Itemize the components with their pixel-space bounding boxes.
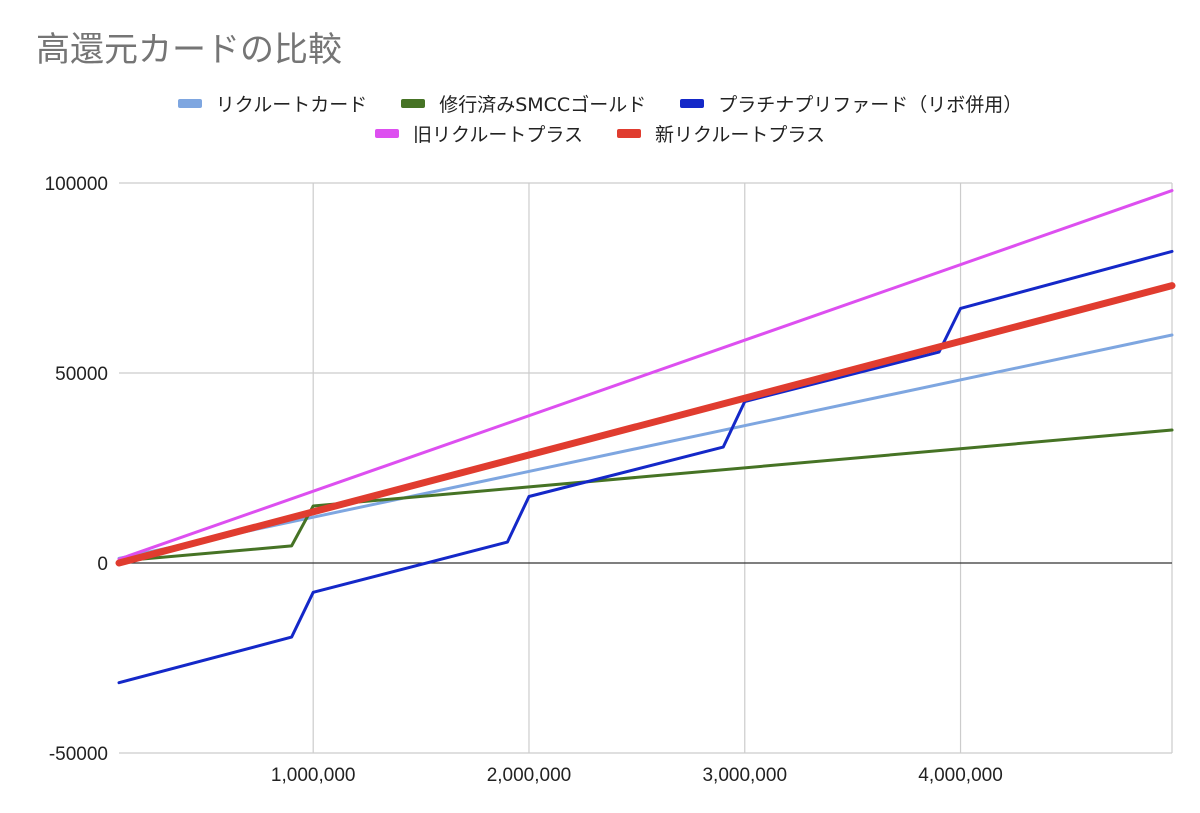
- legend-item-recruit-card[interactable]: リクルートカード: [177, 90, 368, 117]
- x-tick-label-1: 2,000,000: [487, 765, 572, 786]
- legend-label-recruit-card: リクルートカード: [215, 94, 368, 116]
- legend-label-new-recruit-plus: 新リクルートプラス: [655, 124, 826, 146]
- series-line-0: [117, 333, 1174, 560]
- chart-title: 高還元カードの比較: [36, 30, 342, 70]
- legend-label-platinum-preferred: プラチナプリファード（リボ併用）: [718, 94, 1023, 116]
- legend-label-smcc-gold: 修行済みSMCCゴールド: [439, 94, 647, 116]
- y-tick-label-0: -50000: [49, 744, 108, 765]
- legend-item-new-recruit-plus[interactable]: 新リクルートプラス: [617, 120, 825, 147]
- legend-swatch-platinum-preferred: [680, 99, 705, 108]
- legend-swatch-new-recruit-plus: [617, 129, 641, 138]
- legend-swatch-smcc-gold: [401, 99, 426, 108]
- legend-label-old-recruit-plus: 旧リクルートプラス: [412, 124, 583, 146]
- x-tick-label-3: 4,000,000: [918, 765, 1003, 786]
- legend-item-smcc-gold[interactable]: 修行済みSMCCゴールド: [401, 90, 646, 117]
- legend-item-platinum-preferred[interactable]: プラチナプリファード（リボ併用）: [680, 90, 1022, 117]
- x-tick-label-2: 3,000,000: [702, 765, 787, 786]
- x-tick-label-0: 1,000,000: [271, 765, 356, 786]
- series-line-3: [117, 189, 1174, 561]
- legend-item-old-recruit-plus[interactable]: 旧リクルートプラス: [374, 120, 583, 147]
- y-tick-label-2: 50000: [55, 364, 108, 385]
- y-tick-label-3: 100000: [45, 174, 108, 195]
- series-line-1: [117, 428, 1174, 563]
- y-tick-label-1: 0: [97, 554, 108, 575]
- legend-row-1: リクルートカード 修行済みSMCCゴールド プラチナプリファード（リボ併用）: [0, 90, 1200, 117]
- series-line-4: [115, 282, 1176, 567]
- legend-row-2: 旧リクルートプラス 新リクルートプラス: [0, 120, 1200, 147]
- legend-swatch-old-recruit-plus: [374, 129, 399, 138]
- series-line-2: [117, 249, 1174, 685]
- legend-swatch-recruit-card: [177, 99, 202, 108]
